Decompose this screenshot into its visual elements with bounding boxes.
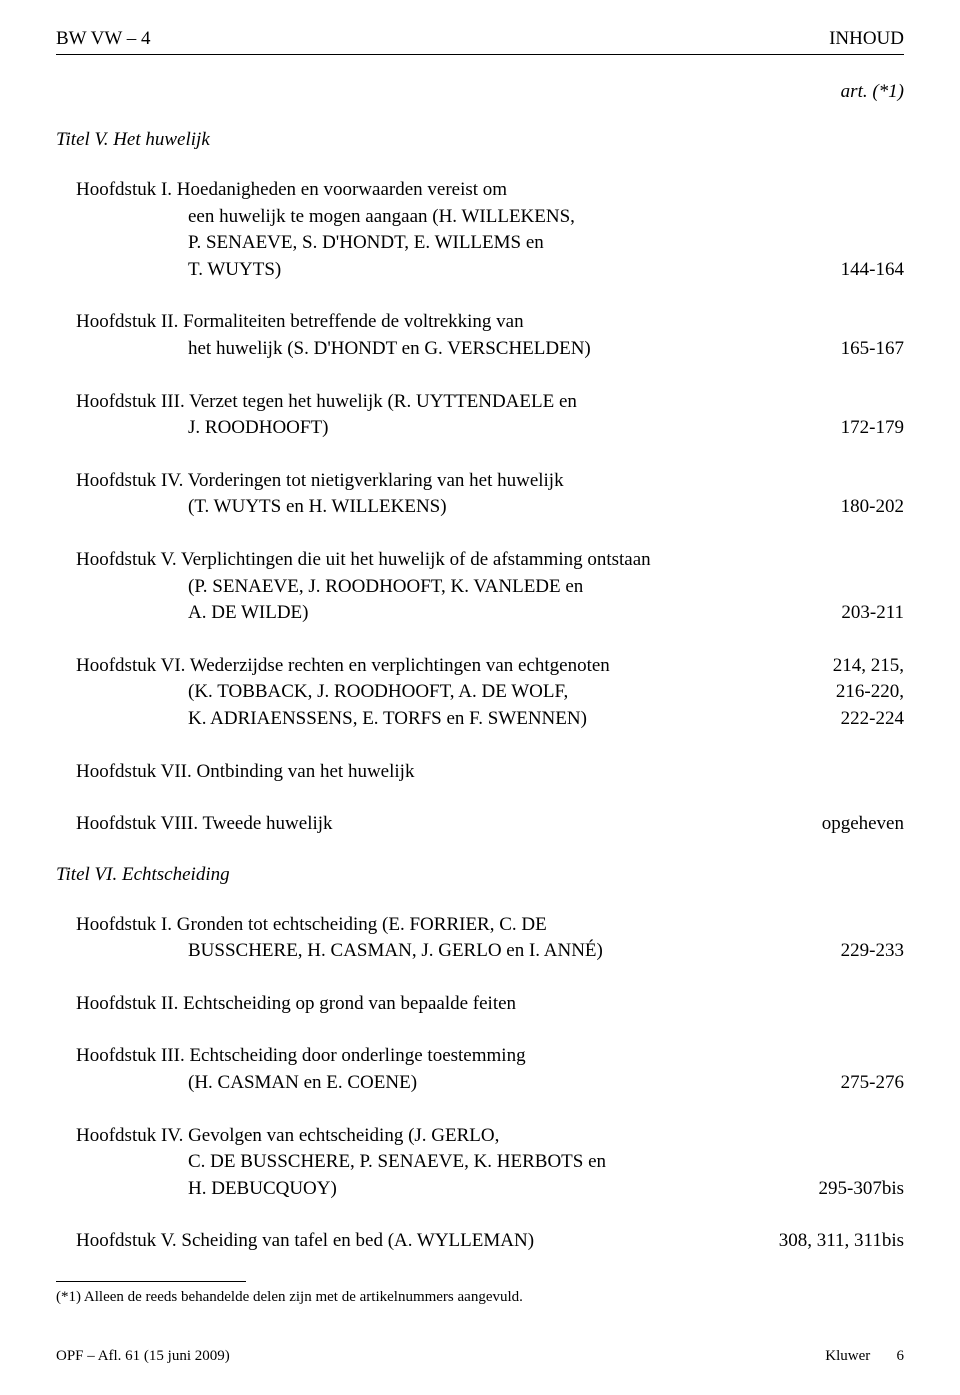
page-header: BW VW – 4 INHOUD [56, 28, 904, 50]
toc-entry: Hoofdstuk I. Gronden tot echtscheiding (… [76, 912, 904, 965]
toc-entry: Hoofdstuk VII. Ontbinding van het huweli… [76, 759, 904, 786]
toc-cont: (H. CASMAN en E. COENE) [188, 1070, 811, 1097]
header-left: BW VW – 4 [56, 28, 150, 50]
toc-cont: een huwelijk te mogen aangaan (H. WILLEK… [188, 204, 811, 231]
toc-label: Hoofdstuk I. Hoedanigheden en voorwaarde… [76, 177, 811, 283]
toc-entry: Hoofdstuk VI. Wederzijdse rechten en ver… [76, 653, 904, 733]
footnote-rule [56, 1281, 246, 1282]
toc-label: Hoofdstuk IV. Vorderingen tot nietigverk… [76, 468, 811, 521]
toc-cont: (K. TOBBACK, J. ROODHOOFT, A. DE WOLF, [188, 679, 803, 706]
art-label: art. (*1) [56, 81, 904, 103]
toc-label: Hoofdstuk V. Scheiding van tafel en bed … [76, 1228, 749, 1255]
footer-page-number: 6 [897, 1348, 905, 1364]
toc-label: Hoofdstuk II. Echtscheiding op grond van… [76, 991, 874, 1018]
toc-label: Hoofdstuk IV. Gevolgen van echtscheiding… [76, 1123, 789, 1203]
toc-cont: BUSSCHERE, H. CASMAN, J. GERLO en I. ANN… [188, 938, 811, 965]
toc-pages: 165-167 [811, 336, 904, 363]
toc-entry: Hoofdstuk III. Echtscheiding door onderl… [76, 1043, 904, 1096]
toc-main: Hoofdstuk III. Echtscheiding door onderl… [76, 1045, 526, 1066]
toc-pages: 144-164 [811, 257, 904, 284]
toc-label: Hoofdstuk III. Echtscheiding door onderl… [76, 1043, 811, 1096]
toc-label: Hoofdstuk I. Gronden tot echtscheiding (… [76, 912, 811, 965]
toc-cont: C. DE BUSSCHERE, P. SENAEVE, K. HERBOTS … [188, 1149, 789, 1176]
header-rule [56, 54, 904, 55]
toc-main: Hoofdstuk IV. Gevolgen van echtscheiding… [76, 1125, 499, 1146]
toc-entry: Hoofdstuk IV. Gevolgen van echtscheiding… [76, 1123, 904, 1203]
footnote-text: (*1) Alleen de reeds behandelde delen zi… [56, 1288, 904, 1308]
page-footer: OPF – Afl. 61 (15 juni 2009) Kluwer 6 [56, 1348, 904, 1365]
titel-vi-heading: Titel VI. Echtscheiding [56, 864, 904, 886]
toc-pages: 229-233 [811, 938, 904, 965]
toc-pages-line: 216-220, [836, 681, 904, 702]
header-right: INHOUD [829, 28, 904, 50]
toc-main: Hoofdstuk V. Verplichtingen die uit het … [76, 549, 651, 570]
toc-pages: opgeheven [792, 811, 904, 838]
toc-entry: Hoofdstuk IV. Vorderingen tot nietigverk… [76, 468, 904, 521]
toc-pages-line: 214, 215, [833, 655, 904, 676]
titel-v-heading: Titel V. Het huwelijk [56, 129, 904, 151]
toc-entry: Hoofdstuk VIII. Tweede huwelijk opgeheve… [76, 811, 904, 838]
toc-cont: P. SENAEVE, S. D'HONDT, E. WILLEMS en [188, 230, 811, 257]
toc-pages: 203-211 [811, 600, 904, 627]
toc-cont: (T. WUYTS en H. WILLEKENS) [188, 494, 811, 521]
toc-cont: T. WUYTS) [188, 257, 811, 284]
toc-pages: 172-179 [811, 415, 904, 442]
toc-entry: Hoofdstuk V. Scheiding van tafel en bed … [76, 1228, 904, 1255]
toc-main: Hoofdstuk I. Gronden tot echtscheiding (… [76, 914, 547, 935]
footer-right: Kluwer 6 [825, 1348, 904, 1365]
toc-main: Hoofdstuk III. Verzet tegen het huwelijk… [76, 391, 577, 412]
toc-cont: A. DE WILDE) [188, 600, 811, 627]
toc-pages: 214, 215, 216-220, 222-224 [803, 653, 904, 733]
toc-pages: 180-202 [811, 494, 904, 521]
toc-main: Hoofdstuk VII. Ontbinding van het huweli… [76, 761, 414, 782]
toc-main: Hoofdstuk II. Formaliteiten betreffende … [76, 311, 524, 332]
toc-label: Hoofdstuk II. Formaliteiten betreffende … [76, 309, 811, 362]
toc-pages-line: 222-224 [841, 708, 904, 729]
toc-main: Hoofdstuk IV. Vorderingen tot nietigverk… [76, 470, 564, 491]
toc-pages: 295-307bis [789, 1176, 905, 1203]
toc-main: Hoofdstuk V. Scheiding van tafel en bed … [76, 1230, 534, 1251]
toc-main: Hoofdstuk II. Echtscheiding op grond van… [76, 993, 516, 1014]
toc-main: Hoofdstuk VI. Wederzijdse rechten en ver… [76, 655, 610, 676]
footer-publisher: Kluwer [825, 1348, 870, 1364]
toc-entry: Hoofdstuk II. Formaliteiten betreffende … [76, 309, 904, 362]
toc-entry: Hoofdstuk V. Verplichtingen die uit het … [76, 547, 904, 627]
toc-cont: (P. SENAEVE, J. ROODHOOFT, K. VANLEDE en [188, 574, 811, 601]
toc-label: Hoofdstuk V. Verplichtingen die uit het … [76, 547, 811, 627]
toc-pages: 275-276 [811, 1070, 904, 1097]
toc-cont: het huwelijk (S. D'HONDT en G. VERSCHELD… [188, 336, 811, 363]
toc-entry: Hoofdstuk II. Echtscheiding op grond van… [76, 991, 904, 1018]
toc-cont: K. ADRIAENSSENS, E. TORFS en F. SWENNEN) [188, 706, 803, 733]
toc-main: Hoofdstuk I. Hoedanigheden en voorwaarde… [76, 179, 507, 200]
toc-entry: Hoofdstuk I. Hoedanigheden en voorwaarde… [76, 177, 904, 283]
toc-label: Hoofdstuk VI. Wederzijdse rechten en ver… [76, 653, 803, 733]
toc-cont: H. DEBUCQUOY) [188, 1176, 789, 1203]
toc-cont: J. ROODHOOFT) [188, 415, 811, 442]
footer-left: OPF – Afl. 61 (15 juni 2009) [56, 1348, 230, 1365]
toc-label: Hoofdstuk VIII. Tweede huwelijk [76, 811, 792, 838]
toc-label: Hoofdstuk III. Verzet tegen het huwelijk… [76, 389, 811, 442]
toc-entry: Hoofdstuk III. Verzet tegen het huwelijk… [76, 389, 904, 442]
toc-main: Hoofdstuk VIII. Tweede huwelijk [76, 813, 333, 834]
toc-pages: 308, 311, 311bis [749, 1228, 904, 1255]
toc-label: Hoofdstuk VII. Ontbinding van het huweli… [76, 759, 874, 786]
